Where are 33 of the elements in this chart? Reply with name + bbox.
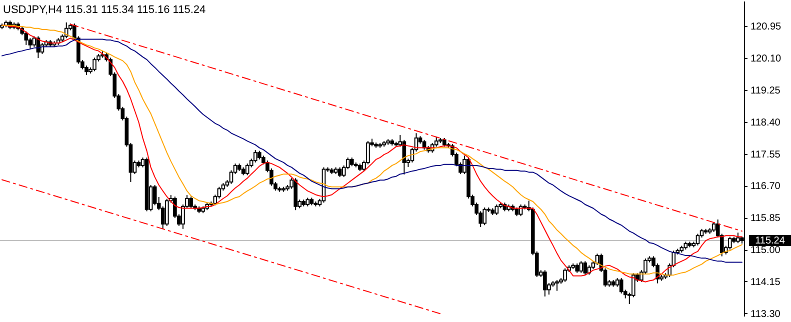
candlestick: [619, 278, 624, 294]
candlestick: [64, 22, 68, 39]
y-tick-label: 114.15: [750, 276, 781, 288]
candlestick: [245, 163, 250, 176]
candlestick: [696, 233, 700, 246]
y-tick-label: 113.30: [750, 308, 781, 320]
candlestick: [189, 196, 193, 209]
y-tick-label: 118.40: [750, 117, 781, 128]
y-tick-label: 120.10: [750, 54, 782, 65]
y-tick-label: 115.00: [750, 245, 781, 256]
y-tick-label: 117.55: [750, 149, 781, 160]
chart-title: USDJPY,H4 115.31 115.34 115.16 115.24: [3, 4, 206, 16]
candlestick: [575, 262, 580, 274]
candlestick: [728, 236, 732, 250]
y-tick-label: 115.85: [750, 213, 781, 224]
ref-line-label: 115.24: [755, 236, 786, 247]
candlestick: [543, 270, 547, 297]
y-tick-label: 119.25: [750, 85, 781, 96]
candlestick: [494, 204, 499, 216]
candlestick: [164, 198, 169, 226]
candlestick: [736, 232, 740, 244]
candlestick: [338, 166, 342, 178]
y-tick-label: 116.70: [750, 181, 781, 192]
y-tick-label: 120.95: [750, 22, 782, 33]
candlestick: [579, 260, 584, 274]
candlestick: [482, 206, 487, 226]
candlestick: [563, 268, 567, 282]
candlestick: [712, 222, 716, 232]
candlestick: [152, 184, 157, 206]
candlestick: [24, 30, 28, 46]
candlestick: [92, 57, 96, 72]
candlestick: [555, 279, 559, 292]
candlestick: [583, 260, 588, 276]
